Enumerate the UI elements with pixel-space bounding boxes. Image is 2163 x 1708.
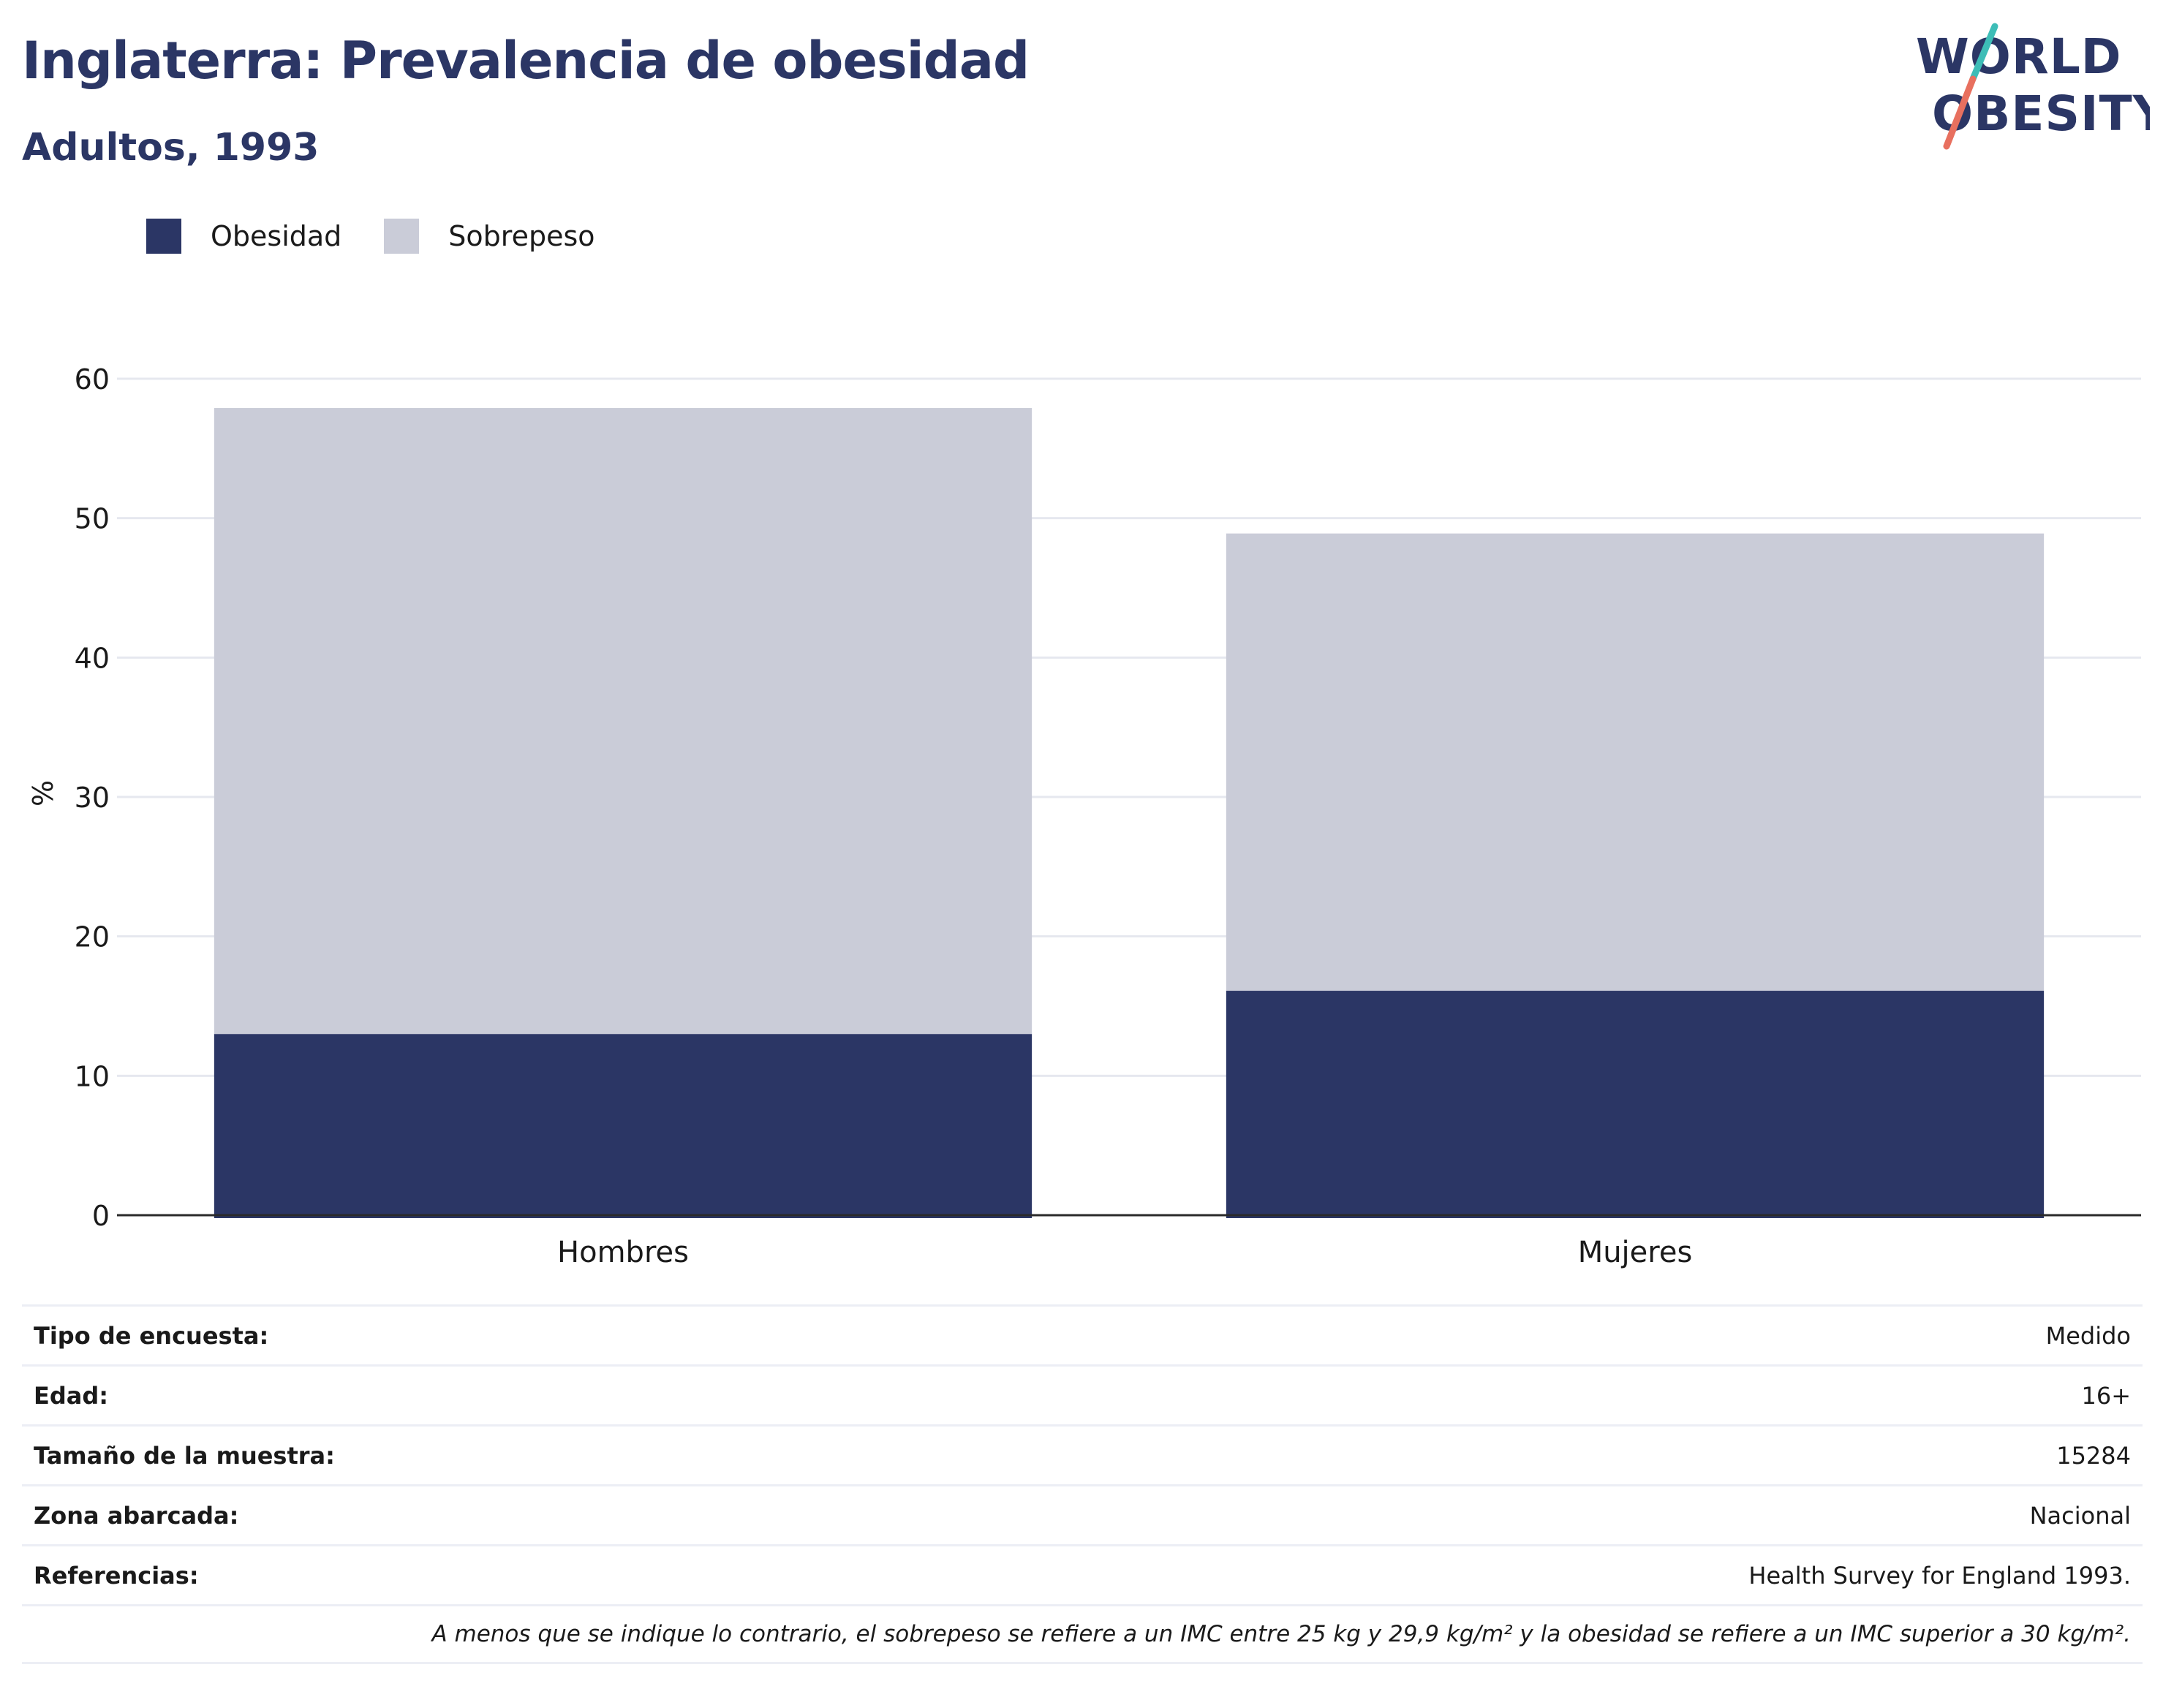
world-obesity-logo: WORLD OBESITY [1916,23,2150,150]
x-tick-label: Mujeres [1578,1236,1693,1269]
x-tick-label: Hombres [557,1236,689,1269]
info-value: Medido [2045,1321,2131,1350]
info-row-references: Referencias: Health Survey for England 1… [22,1544,2143,1604]
bar-overweight-mujeres [1226,533,2045,991]
legend-swatch-overweight [384,219,420,254]
info-label: Edad: [34,1381,109,1410]
info-label: Referencias: [34,1561,199,1590]
y-tick-label: 60 [75,363,110,396]
info-label: Tamaño de la muestra: [34,1441,335,1470]
definition-note: A menos que se indique lo contrario, el … [22,1604,2143,1664]
info-row-area: Zona abarcada: Nacional [22,1484,2143,1544]
bar-obesity-hombres [214,1034,1033,1218]
definition-note-text: A menos que se indique lo contrario, el … [431,1621,2131,1647]
info-value: Health Survey for England 1993. [1748,1561,2131,1590]
legend-item-overweight: Sobrepeso [384,219,595,254]
y-tick-label: 20 [75,921,110,953]
bars [117,408,2141,1218]
legend-label-obesity: Obesidad [211,220,342,252]
info-value: 16+ [2081,1381,2131,1410]
y-tick-label: 50 [75,503,110,535]
info-label: Zona abarcada: [34,1501,239,1530]
y-tick-label: 30 [75,782,110,814]
info-row-age: Edad: 16+ [22,1364,2143,1424]
logo-line1: WORLD [1916,29,2122,85]
logo-teal-slash [1969,23,1998,83]
chart-legend: Obesidad Sobrepeso [146,218,638,254]
info-value: 15284 [2056,1441,2131,1470]
y-tick-labels: 0 10 20 30 40 50 60 [75,363,110,1232]
survey-info-table: Tipo de encuesta: Medido Edad: 16+ Tamañ… [22,1304,2143,1664]
legend-item-obesity: Obesidad [146,219,341,254]
info-label: Tipo de encuesta: [34,1321,269,1350]
logo-coral-slash [1943,75,1977,150]
page-title: Inglaterra: Prevalencia de obesidad [22,31,1030,91]
y-tick-label: 10 [75,1060,110,1092]
info-row-sample-size: Tamaño de la muestra: 15284 [22,1424,2143,1484]
legend-swatch-obesity [146,219,181,254]
y-axis-label: % [27,780,59,806]
x-tick-labels: Hombres Mujeres [557,1236,1692,1269]
legend-label-overweight: Sobrepeso [448,220,595,252]
info-row-survey-type: Tipo de encuesta: Medido [22,1304,2143,1364]
y-tick-label: 0 [92,1200,110,1232]
info-value: Nacional [2029,1501,2131,1530]
bar-overweight-hombres [214,408,1033,1035]
bar-chart: 0 10 20 30 40 50 60 Hombres Mujeres % [27,363,2141,1269]
bar-obesity-mujeres [1226,991,2045,1218]
y-tick-label: 40 [75,642,110,674]
page-subtitle: Adultos, 1993 [22,126,320,170]
